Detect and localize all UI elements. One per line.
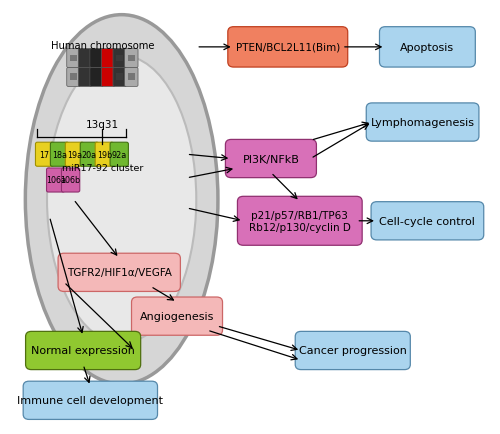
Text: PTEN/BCL2L11(Bim): PTEN/BCL2L11(Bim) [236, 43, 340, 53]
FancyBboxPatch shape [124, 49, 138, 68]
FancyBboxPatch shape [102, 68, 115, 87]
Ellipse shape [26, 16, 218, 384]
Text: PI3K/NFkB: PI3K/NFkB [242, 154, 300, 164]
Bar [128, 56, 134, 62]
FancyBboxPatch shape [67, 68, 80, 87]
Text: 18a: 18a [52, 151, 67, 159]
FancyBboxPatch shape [78, 68, 92, 87]
FancyBboxPatch shape [113, 49, 126, 68]
Text: 20a: 20a [82, 151, 97, 159]
FancyBboxPatch shape [66, 143, 84, 167]
FancyBboxPatch shape [113, 68, 126, 87]
Text: Cell-cycle control: Cell-cycle control [380, 216, 476, 226]
Text: 106b: 106b [60, 176, 80, 185]
Text: Cancer progression: Cancer progression [299, 346, 406, 356]
FancyBboxPatch shape [67, 49, 80, 68]
FancyBboxPatch shape [78, 49, 92, 68]
Ellipse shape [47, 56, 197, 343]
Text: Human chromosome: Human chromosome [50, 41, 154, 51]
Bar [128, 74, 134, 81]
FancyBboxPatch shape [62, 168, 80, 193]
FancyBboxPatch shape [124, 68, 138, 87]
Text: 17: 17 [40, 151, 50, 159]
FancyBboxPatch shape [371, 202, 484, 240]
FancyBboxPatch shape [102, 49, 115, 68]
FancyBboxPatch shape [295, 332, 410, 370]
Text: Angiogenesis: Angiogenesis [140, 312, 214, 322]
Bar [70, 74, 77, 81]
FancyBboxPatch shape [23, 381, 158, 419]
Text: 19a: 19a [67, 151, 82, 159]
FancyBboxPatch shape [95, 143, 114, 167]
Text: Lymphomagenesis: Lymphomagenesis [370, 118, 474, 128]
FancyBboxPatch shape [90, 68, 104, 87]
Bar [116, 56, 123, 62]
FancyBboxPatch shape [46, 168, 65, 193]
FancyBboxPatch shape [110, 143, 128, 167]
Text: Apoptosis: Apoptosis [400, 43, 454, 53]
Bar [116, 74, 123, 81]
Text: miR17-92 cluster: miR17-92 cluster [62, 163, 143, 172]
Text: 19b: 19b [96, 151, 112, 159]
Text: 106a: 106a [46, 176, 66, 185]
FancyBboxPatch shape [366, 104, 479, 142]
FancyBboxPatch shape [226, 140, 316, 178]
Text: Immune cell development: Immune cell development [18, 395, 164, 405]
Bar [70, 56, 77, 62]
FancyBboxPatch shape [132, 297, 222, 335]
FancyBboxPatch shape [26, 332, 140, 370]
FancyBboxPatch shape [238, 197, 362, 246]
FancyBboxPatch shape [90, 49, 104, 68]
FancyBboxPatch shape [380, 28, 476, 68]
FancyBboxPatch shape [80, 143, 98, 167]
Text: 13q31: 13q31 [86, 120, 119, 130]
FancyBboxPatch shape [58, 253, 180, 292]
FancyBboxPatch shape [228, 28, 348, 68]
Text: 92a: 92a [112, 151, 127, 159]
FancyBboxPatch shape [50, 143, 68, 167]
Text: p21/p57/RB1/TP63
Rb12/p130/cyclin D: p21/p57/RB1/TP63 Rb12/p130/cyclin D [249, 210, 350, 232]
FancyBboxPatch shape [36, 143, 54, 167]
Text: TGFR2/HIF1α/VEGFA: TGFR2/HIF1α/VEGFA [67, 268, 172, 278]
Text: Normal expression: Normal expression [31, 346, 135, 356]
